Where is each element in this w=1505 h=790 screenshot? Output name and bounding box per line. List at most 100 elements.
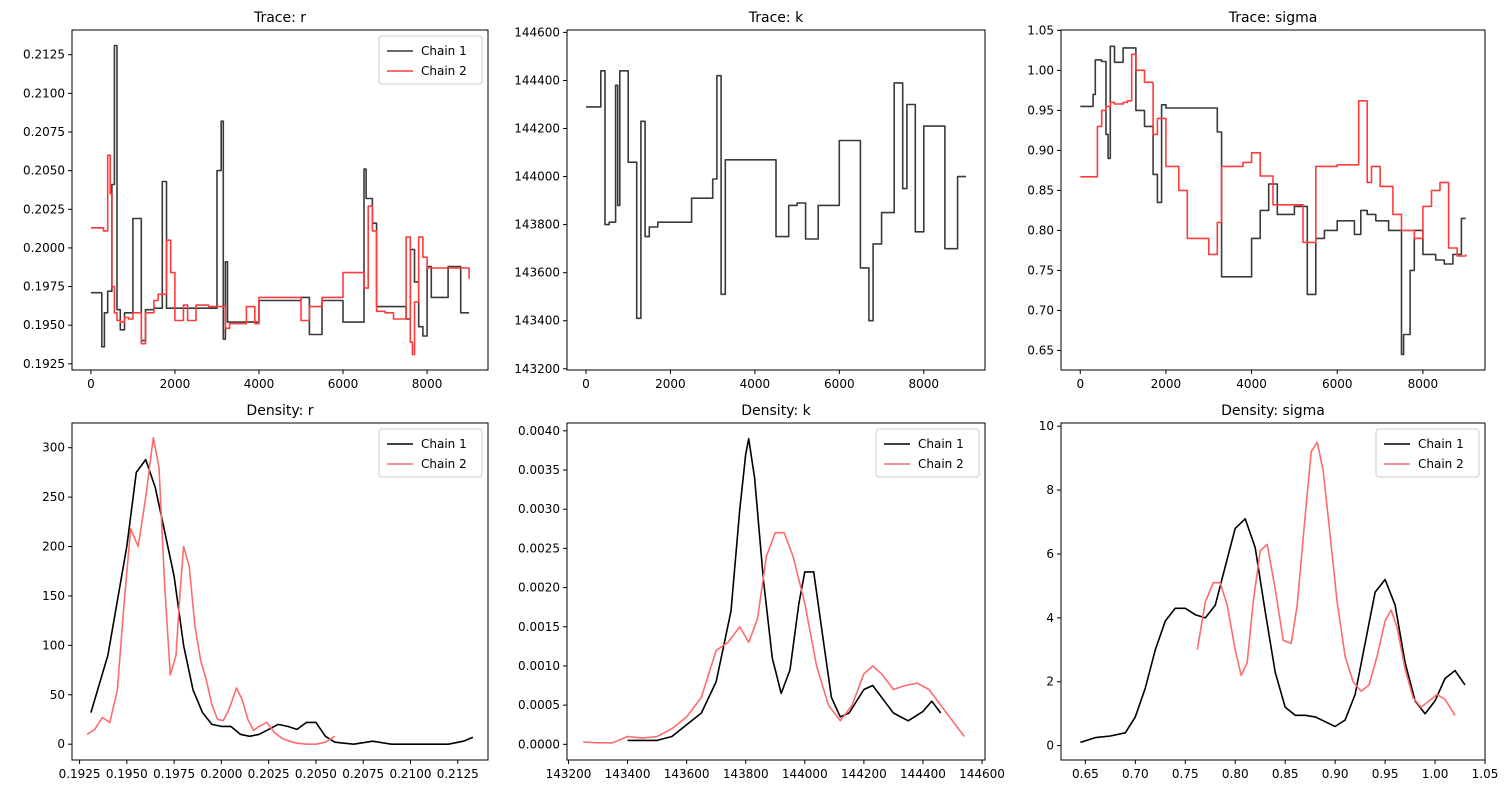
y-tick-label: 300 xyxy=(42,441,65,455)
y-tick-label: 0.1950 xyxy=(23,318,65,332)
y-tick-label: 4 xyxy=(1046,611,1054,625)
x-tick-label: 6000 xyxy=(328,377,359,391)
y-tick-label: 0.0030 xyxy=(518,502,560,516)
panel-title: Density: k xyxy=(741,403,811,419)
x-tick-label: 0.70 xyxy=(1122,767,1149,781)
x-tick-label: 2000 xyxy=(1151,377,1182,391)
y-tick-label: 0.1925 xyxy=(23,357,65,371)
y-tick-label: 144400 xyxy=(514,73,560,87)
x-tick-label: 0.1925 xyxy=(59,767,101,781)
x-tick-label: 143600 xyxy=(664,767,710,781)
y-tick-label: 0 xyxy=(57,737,65,751)
x-tick-label: 0.2075 xyxy=(342,767,384,781)
x-tick-label: 8000 xyxy=(909,377,940,391)
x-tick-label: 0.90 xyxy=(1322,767,1349,781)
x-tick-label: 0 xyxy=(582,377,590,391)
x-tick-label: 1.05 xyxy=(1472,767,1499,781)
legend-label: Chain 2 xyxy=(1418,457,1464,471)
y-tick-label: 8 xyxy=(1046,483,1054,497)
y-tick-label: 0.90 xyxy=(1027,143,1054,157)
y-tick-label: 0.65 xyxy=(1027,343,1054,357)
series-line-2 xyxy=(90,154,470,356)
y-tick-label: 0.1975 xyxy=(23,280,65,294)
y-tick-label: 0.80 xyxy=(1027,223,1054,237)
legend-label: Chain 1 xyxy=(421,437,467,451)
legend-label: Chain 2 xyxy=(918,457,964,471)
series-line-1 xyxy=(1080,518,1466,744)
series-line-2 xyxy=(1080,53,1467,257)
series-line-2 xyxy=(86,437,336,745)
y-tick-label: 0.0025 xyxy=(518,541,560,555)
y-tick-label: 0.0010 xyxy=(518,659,560,673)
legend-label: Chain 1 xyxy=(1418,437,1464,451)
x-tick-label: 4000 xyxy=(244,377,275,391)
y-tick-label: 143200 xyxy=(514,362,560,376)
legend-box xyxy=(378,35,483,85)
y-tick-label: 0.2050 xyxy=(23,164,65,178)
y-tick-label: 0.0040 xyxy=(518,424,560,438)
legend-label: Chain 2 xyxy=(421,64,467,78)
x-tick-label: 144400 xyxy=(900,767,946,781)
axes-frame xyxy=(71,29,489,371)
y-tick-label: 50 xyxy=(50,688,65,702)
y-tick-label: 2 xyxy=(1046,675,1054,689)
x-tick-label: 0.1975 xyxy=(153,767,195,781)
x-tick-label: 0.2000 xyxy=(200,767,242,781)
legend-label: Chain 1 xyxy=(421,44,467,58)
series-line-1 xyxy=(90,44,470,348)
x-tick-label: 8000 xyxy=(412,377,443,391)
y-tick-label: 143400 xyxy=(514,314,560,328)
x-tick-label: 4000 xyxy=(740,377,771,391)
x-tick-label: 144000 xyxy=(782,767,828,781)
x-tick-label: 143800 xyxy=(723,767,769,781)
x-tick-label: 144600 xyxy=(959,767,1005,781)
y-tick-label: 100 xyxy=(42,638,65,652)
x-tick-label: 8000 xyxy=(1408,377,1439,391)
legend-box xyxy=(378,428,483,478)
y-tick-label: 0.70 xyxy=(1027,303,1054,317)
axes-frame xyxy=(566,29,986,371)
panel-title: Trace: k xyxy=(748,10,804,26)
y-tick-label: 0.2025 xyxy=(23,202,65,216)
y-tick-label: 0.0000 xyxy=(518,737,560,751)
series-line-1 xyxy=(586,70,966,322)
panel-1: 0 2000 4000 6000 8000 143200 143400 143600 14380… xyxy=(514,10,986,391)
x-tick-label: 0.2100 xyxy=(389,767,431,781)
x-tick-label: 0.1950 xyxy=(106,767,148,781)
x-tick-label: 0.85 xyxy=(1272,767,1299,781)
x-tick-label: 143200 xyxy=(546,767,592,781)
panel-title: Density: sigma xyxy=(1221,403,1325,419)
series-line-2 xyxy=(1196,441,1456,716)
y-tick-label: 0 xyxy=(1046,739,1054,753)
series-line-1 xyxy=(627,437,942,742)
y-tick-label: 250 xyxy=(42,490,65,504)
x-tick-label: 6000 xyxy=(824,377,855,391)
x-tick-label: 0.65 xyxy=(1072,767,1099,781)
series-line-2 xyxy=(583,531,965,744)
y-tick-label: 143800 xyxy=(514,218,560,232)
x-tick-label: 0.2125 xyxy=(437,767,479,781)
axes-frame xyxy=(566,422,986,761)
panel-title: Density: r xyxy=(246,403,313,419)
y-tick-label: 1.05 xyxy=(1027,23,1054,37)
y-tick-label: 0.85 xyxy=(1027,183,1054,197)
series-line-1 xyxy=(1080,45,1466,356)
legend-box xyxy=(1375,428,1480,478)
y-tick-label: 0.0035 xyxy=(518,463,560,477)
y-tick-label: 144200 xyxy=(514,122,560,136)
y-tick-label: 0.2075 xyxy=(23,125,65,139)
panel-5: 0.65 0.70 0.75 0.80 0.85 0.90 0.95 1.00 1.05 0 2 4 6… xyxy=(1039,403,1499,781)
y-tick-label: 144000 xyxy=(514,170,560,184)
x-tick-label: 143400 xyxy=(605,767,651,781)
series-line-1 xyxy=(90,458,474,745)
legend-box xyxy=(875,428,980,478)
x-tick-label: 0 xyxy=(87,377,95,391)
panel-4: 143200 143400 143600 143800 144000 144200 1444… xyxy=(518,403,1005,781)
y-tick-label: 144600 xyxy=(514,25,560,39)
legend-label: Chain 1 xyxy=(918,437,964,451)
y-tick-label: 143600 xyxy=(514,266,560,280)
y-tick-label: 0.75 xyxy=(1027,263,1054,277)
panel-title: Trace: sigma xyxy=(1228,10,1318,26)
y-tick-label: 0.2000 xyxy=(23,241,65,255)
x-tick-label: 2000 xyxy=(160,377,191,391)
